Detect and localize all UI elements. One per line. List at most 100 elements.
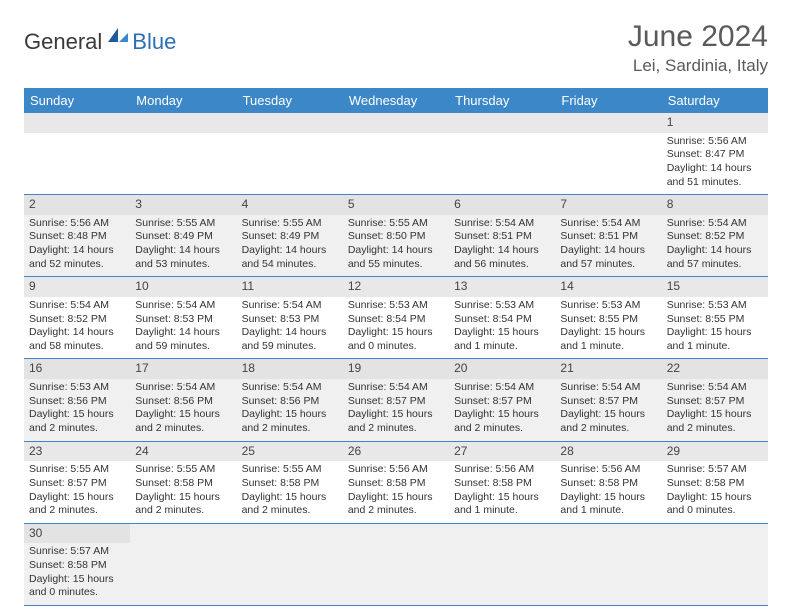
- logo: General Blue: [24, 26, 176, 57]
- cell-line: Sunrise: 5:57 AM: [667, 463, 763, 477]
- day-number: 30: [24, 524, 130, 544]
- cell-line: Sunset: 8:57 PM: [454, 395, 550, 409]
- day-number: 20: [449, 359, 555, 379]
- cell-line: Daylight: 15 hours: [454, 408, 550, 422]
- calendar-cell: 2Sunrise: 5:56 AMSunset: 8:48 PMDaylight…: [24, 195, 130, 277]
- cell-line: and 0 minutes.: [348, 340, 444, 354]
- day-number: 17: [130, 359, 236, 379]
- day-number: 3: [130, 195, 236, 215]
- cell-line: Daylight: 14 hours: [242, 244, 338, 258]
- day-number: 28: [555, 442, 661, 462]
- cell-line: Daylight: 15 hours: [348, 408, 444, 422]
- cell-line: Sunset: 8:57 PM: [348, 395, 444, 409]
- cell-line: Sunrise: 5:56 AM: [29, 217, 125, 231]
- day-number: 21: [555, 359, 661, 379]
- calendar-cell: 13Sunrise: 5:53 AMSunset: 8:54 PMDayligh…: [449, 277, 555, 359]
- sail-icon: [106, 26, 130, 49]
- cell-line: and 56 minutes.: [454, 258, 550, 272]
- cell-line: Sunset: 8:51 PM: [454, 230, 550, 244]
- cell-line: and 58 minutes.: [29, 340, 125, 354]
- day-number: 9: [24, 277, 130, 297]
- header: General Blue June 2024 Lei, Sardinia, It…: [24, 20, 768, 76]
- calendar-cell: 24Sunrise: 5:55 AMSunset: 8:58 PMDayligh…: [130, 441, 236, 523]
- cell-line: Sunrise: 5:57 AM: [29, 545, 125, 559]
- calendar-cell: 14Sunrise: 5:53 AMSunset: 8:55 PMDayligh…: [555, 277, 661, 359]
- calendar-cell: [555, 523, 661, 605]
- cell-line: Sunrise: 5:55 AM: [135, 463, 231, 477]
- calendar-row: 30Sunrise: 5:57 AMSunset: 8:58 PMDayligh…: [24, 523, 768, 605]
- weekday-header: Friday: [555, 88, 661, 113]
- weekday-header: Monday: [130, 88, 236, 113]
- day-number: 24: [130, 442, 236, 462]
- cell-line: Daylight: 15 hours: [454, 491, 550, 505]
- cell-line: Daylight: 15 hours: [560, 408, 656, 422]
- cell-line: Daylight: 14 hours: [454, 244, 550, 258]
- cell-line: Sunrise: 5:55 AM: [348, 217, 444, 231]
- cell-line: Sunrise: 5:54 AM: [560, 381, 656, 395]
- calendar-cell: 7Sunrise: 5:54 AMSunset: 8:51 PMDaylight…: [555, 195, 661, 277]
- calendar-cell: 25Sunrise: 5:55 AMSunset: 8:58 PMDayligh…: [237, 441, 343, 523]
- cell-line: Daylight: 15 hours: [348, 491, 444, 505]
- cell-line: Daylight: 15 hours: [667, 408, 763, 422]
- cell-line: and 2 minutes.: [667, 422, 763, 436]
- cell-line: and 2 minutes.: [242, 422, 338, 436]
- cell-line: Sunrise: 5:54 AM: [454, 217, 550, 231]
- cell-line: and 1 minute.: [454, 504, 550, 518]
- calendar-cell: [130, 113, 236, 195]
- cell-line: and 2 minutes.: [348, 504, 444, 518]
- cell-line: Sunset: 8:58 PM: [135, 477, 231, 491]
- weekday-header: Wednesday: [343, 88, 449, 113]
- cell-line: Daylight: 14 hours: [667, 162, 763, 176]
- cell-line: Sunset: 8:48 PM: [29, 230, 125, 244]
- day-number: 29: [662, 442, 768, 462]
- empty-daynum: [130, 113, 236, 133]
- calendar-cell: 12Sunrise: 5:53 AMSunset: 8:54 PMDayligh…: [343, 277, 449, 359]
- cell-line: Sunset: 8:56 PM: [242, 395, 338, 409]
- cell-line: Sunset: 8:49 PM: [242, 230, 338, 244]
- calendar-row: 1Sunrise: 5:56 AMSunset: 8:47 PMDaylight…: [24, 113, 768, 195]
- empty-daynum: [24, 113, 130, 133]
- cell-line: Daylight: 15 hours: [454, 326, 550, 340]
- calendar-cell: 4Sunrise: 5:55 AMSunset: 8:49 PMDaylight…: [237, 195, 343, 277]
- cell-line: and 1 minute.: [667, 340, 763, 354]
- cell-line: Sunset: 8:58 PM: [29, 559, 125, 573]
- calendar-cell: [662, 523, 768, 605]
- day-number: 19: [343, 359, 449, 379]
- cell-line: Sunrise: 5:56 AM: [454, 463, 550, 477]
- calendar-cell: [343, 523, 449, 605]
- logo-text-blue: Blue: [132, 29, 176, 55]
- cell-line: Daylight: 14 hours: [667, 244, 763, 258]
- day-number: 26: [343, 442, 449, 462]
- day-number: 2: [24, 195, 130, 215]
- cell-line: and 59 minutes.: [242, 340, 338, 354]
- weekday-header: Thursday: [449, 88, 555, 113]
- cell-line: Daylight: 15 hours: [560, 491, 656, 505]
- calendar-cell: 18Sunrise: 5:54 AMSunset: 8:56 PMDayligh…: [237, 359, 343, 441]
- cell-line: Sunset: 8:55 PM: [560, 313, 656, 327]
- cell-line: and 2 minutes.: [29, 504, 125, 518]
- cell-line: Sunrise: 5:53 AM: [29, 381, 125, 395]
- cell-line: Sunrise: 5:53 AM: [454, 299, 550, 313]
- cell-line: Sunrise: 5:56 AM: [667, 135, 763, 149]
- cell-line: Daylight: 15 hours: [29, 408, 125, 422]
- calendar-cell: 19Sunrise: 5:54 AMSunset: 8:57 PMDayligh…: [343, 359, 449, 441]
- cell-line: Daylight: 15 hours: [242, 491, 338, 505]
- empty-daynum: [555, 113, 661, 133]
- calendar-cell: 15Sunrise: 5:53 AMSunset: 8:55 PMDayligh…: [662, 277, 768, 359]
- day-number: 11: [237, 277, 343, 297]
- day-number: 18: [237, 359, 343, 379]
- cell-line: and 53 minutes.: [135, 258, 231, 272]
- cell-line: and 2 minutes.: [29, 422, 125, 436]
- calendar-cell: 20Sunrise: 5:54 AMSunset: 8:57 PMDayligh…: [449, 359, 555, 441]
- calendar-cell: 5Sunrise: 5:55 AMSunset: 8:50 PMDaylight…: [343, 195, 449, 277]
- cell-line: Sunrise: 5:56 AM: [560, 463, 656, 477]
- cell-line: and 1 minute.: [560, 504, 656, 518]
- calendar-cell: 16Sunrise: 5:53 AMSunset: 8:56 PMDayligh…: [24, 359, 130, 441]
- empty-daynum: [449, 113, 555, 133]
- cell-line: and 55 minutes.: [348, 258, 444, 272]
- cell-line: Sunrise: 5:54 AM: [242, 381, 338, 395]
- day-number: 13: [449, 277, 555, 297]
- cell-line: Sunset: 8:53 PM: [135, 313, 231, 327]
- cell-line: Sunrise: 5:55 AM: [29, 463, 125, 477]
- day-number: 15: [662, 277, 768, 297]
